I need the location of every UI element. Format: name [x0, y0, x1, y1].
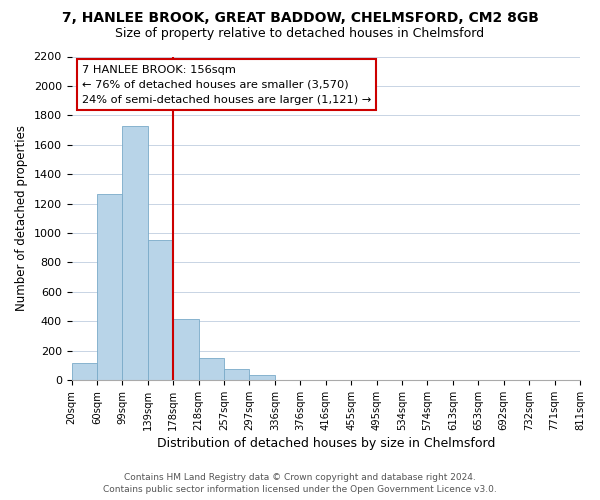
Bar: [97, 194, 122, 380]
Bar: [148, 240, 173, 380]
Bar: [199, 358, 224, 380]
Text: 7, HANLEE BROOK, GREAT BADDOW, CHELMSFORD, CM2 8GB: 7, HANLEE BROOK, GREAT BADDOW, CHELMSFOR…: [62, 12, 538, 26]
Y-axis label: Number of detached properties: Number of detached properties: [15, 125, 28, 311]
X-axis label: Distribution of detached houses by size in Chelmsford: Distribution of detached houses by size …: [157, 437, 495, 450]
Bar: [122, 126, 148, 380]
Bar: [173, 319, 199, 380]
Text: Contains HM Land Registry data © Crown copyright and database right 2024.
Contai: Contains HM Land Registry data © Crown c…: [103, 472, 497, 494]
Bar: [250, 375, 275, 380]
Text: Size of property relative to detached houses in Chelmsford: Size of property relative to detached ho…: [115, 28, 485, 40]
Bar: [224, 369, 250, 380]
Text: 7 HANLEE BROOK: 156sqm
← 76% of detached houses are smaller (3,570)
24% of semi-: 7 HANLEE BROOK: 156sqm ← 76% of detached…: [82, 64, 371, 105]
Bar: [71, 363, 97, 380]
